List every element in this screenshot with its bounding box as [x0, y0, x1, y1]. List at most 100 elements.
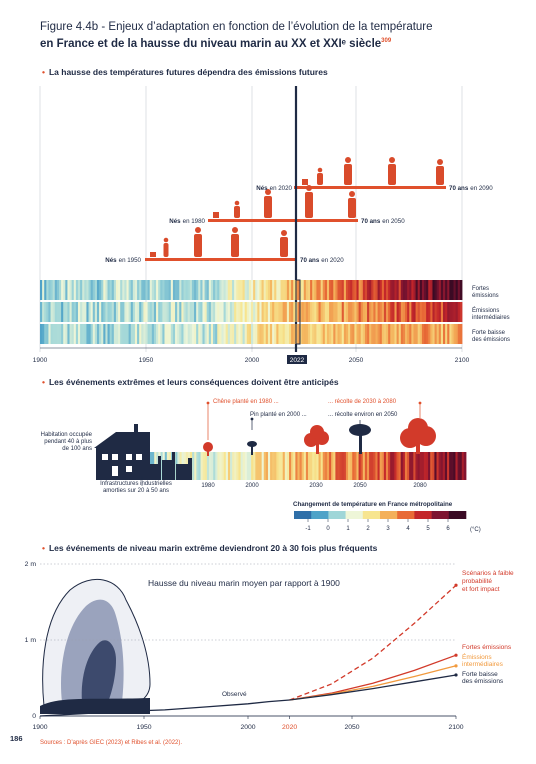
stripe-cell	[288, 302, 292, 322]
stripe-cell	[413, 302, 416, 322]
stripe-cell	[400, 452, 404, 480]
stripe-cell	[303, 280, 307, 300]
stripe-cell	[362, 302, 366, 322]
series-end-point	[454, 653, 458, 657]
stripe-cell	[335, 280, 338, 300]
stripe-cell	[213, 302, 216, 322]
stripe-cell	[96, 324, 100, 344]
stripe-cell	[432, 324, 435, 344]
end-2090-label: 70 ans en 2090	[449, 185, 493, 192]
stripe-cell	[379, 302, 383, 322]
stripe-cell	[204, 452, 208, 480]
stripe-cell	[364, 324, 368, 344]
stripe-cell	[251, 280, 254, 300]
colorbar-tick-label: 0	[326, 526, 330, 532]
stripe-cell	[172, 302, 176, 322]
stripe-cell	[145, 280, 149, 300]
stripe-cell	[210, 280, 214, 300]
stripe-cell	[217, 302, 220, 322]
stripe-cell	[122, 280, 125, 300]
colorbar-title: Changement de température en France métr…	[293, 501, 453, 508]
stripe-cell	[449, 280, 452, 300]
stripe-cell	[80, 302, 83, 322]
stripe-cell	[42, 280, 45, 300]
stripe-cell	[434, 280, 438, 300]
stripe-cell	[48, 302, 51, 322]
stripe-cell	[394, 302, 397, 322]
stripe-cell	[322, 280, 326, 300]
stripe-cell	[90, 302, 94, 322]
stripe-cell	[276, 302, 279, 322]
stripe-cell	[350, 324, 353, 344]
stripe-cell	[438, 280, 442, 300]
stripe-cell	[322, 302, 326, 322]
stripe-cell	[215, 324, 218, 344]
x-tick-label: 2100	[448, 724, 463, 731]
stripe-cell	[196, 452, 199, 480]
stripe-cell	[255, 452, 258, 480]
stripe-cell	[276, 452, 279, 480]
stripe-cell	[352, 280, 355, 300]
stripe-cell	[459, 302, 463, 322]
stripe-cell	[369, 302, 372, 322]
stripe-cell	[109, 324, 113, 344]
stripe-cell	[352, 324, 355, 344]
stripe-cell	[50, 302, 54, 322]
stripe-cell	[265, 280, 269, 300]
stripe-cell	[181, 302, 184, 322]
stripe-cell	[369, 324, 372, 344]
stripe-cell	[227, 324, 231, 344]
stripe-cell	[147, 302, 151, 322]
stripe-cell	[286, 302, 290, 322]
colorbar-unit: (°C)	[470, 527, 481, 533]
stripe-cell	[206, 280, 210, 300]
stripe-cell	[280, 280, 284, 300]
stripe-cell	[440, 452, 444, 480]
stripe-cell	[356, 302, 360, 322]
stripe-cell	[126, 302, 130, 322]
stripe-cell	[73, 302, 77, 322]
stripe-cell	[282, 324, 286, 344]
stripe-cell	[457, 452, 461, 480]
stripe-cell	[265, 324, 269, 344]
stripe-cell	[407, 452, 410, 480]
stripe-cell	[229, 302, 233, 322]
industry-label: Infrastructures industrielles amorties su…	[100, 481, 172, 494]
stripe-cell	[377, 452, 381, 480]
stripe-cell	[447, 302, 450, 322]
s1-tick-2000: 2000	[245, 357, 260, 364]
colorbar-tick-label: 5	[426, 526, 430, 532]
stripe-cell	[390, 324, 393, 344]
stripe-cell	[379, 452, 383, 480]
stripe-cell	[326, 280, 330, 300]
title-note: 309	[381, 38, 392, 44]
stripe-cell	[398, 280, 402, 300]
stripe-cell	[274, 280, 277, 300]
stripe-cell	[314, 280, 317, 300]
stripe-cell	[242, 324, 246, 344]
year-2022-box	[295, 279, 301, 345]
stripe-cell	[153, 302, 157, 322]
stripe-cell	[362, 280, 366, 300]
stripe-cell	[94, 302, 98, 322]
stripe-cell	[105, 324, 108, 344]
stripe-cell	[191, 324, 195, 344]
stripe-cell	[67, 302, 70, 322]
stripe-cell	[341, 302, 345, 322]
stripe-cell	[202, 324, 205, 344]
stripe-cell	[263, 302, 267, 322]
x-tick-label: 2050	[344, 724, 359, 731]
stripe-cell	[189, 324, 193, 344]
stripe-cell	[267, 280, 271, 300]
stripe-cell	[238, 324, 241, 344]
stripe-cell	[278, 452, 282, 480]
stripe-cell	[369, 280, 372, 300]
stripe-cell	[455, 280, 459, 300]
stripe-cell	[375, 302, 378, 322]
stripe-cell	[149, 324, 153, 344]
industry-icon	[150, 452, 192, 480]
stripe-cell	[430, 280, 433, 300]
stripe-cell	[263, 324, 267, 344]
stripe-cell	[419, 324, 423, 344]
stripe-cell	[394, 324, 397, 344]
